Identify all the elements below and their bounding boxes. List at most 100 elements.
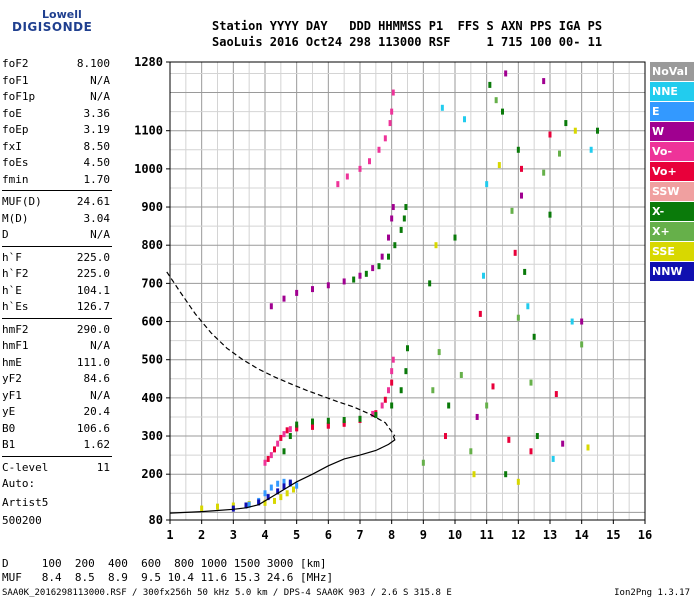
echo-point <box>295 421 299 428</box>
echo-point <box>263 499 267 506</box>
echo-point <box>526 303 530 310</box>
echo-point <box>391 204 395 211</box>
echo-point <box>295 289 299 296</box>
x-tick-label: 10 <box>448 528 462 542</box>
digisonde-logo: Lowell DIGISONDE <box>2 8 112 40</box>
echo-point <box>276 440 280 447</box>
param-row: foEs 4.50 <box>2 155 110 171</box>
legend-item-x: X+ <box>650 222 694 241</box>
y-tick-label: 700 <box>141 276 163 290</box>
echo-point <box>516 314 520 321</box>
param-row: C-level 11 <box>2 460 110 476</box>
echo-point <box>269 484 273 491</box>
echo-point <box>440 104 444 111</box>
param-row: yE 20.4 <box>2 404 110 420</box>
param-value: 84.6 <box>83 372 111 385</box>
param-value: 4.50 <box>83 156 111 169</box>
param-separator <box>2 245 112 247</box>
param-value: 225.0 <box>76 267 110 280</box>
param-row: yF2 84.6 <box>2 371 110 387</box>
echo-point <box>383 135 387 142</box>
echo-point <box>390 368 394 375</box>
echo-point <box>231 505 235 512</box>
param-name: foF1 <box>2 73 29 87</box>
echo-point <box>437 349 441 356</box>
echo-point <box>257 499 261 506</box>
param-row: B0 106.6 <box>2 421 110 437</box>
param-value: 225.0 <box>76 250 110 264</box>
param-separator <box>2 455 112 457</box>
param-name: B0 <box>2 421 16 435</box>
echo-point <box>488 81 492 88</box>
param-row: foEp 3.19 <box>2 122 110 138</box>
echo-point <box>269 452 273 459</box>
y-tick-label: 500 <box>141 353 163 367</box>
echo-point <box>554 391 558 398</box>
echo-point <box>276 480 280 487</box>
y-tick-label: 1100 <box>134 124 163 138</box>
y-tick-label: 80 <box>149 513 163 527</box>
echo-point <box>542 169 546 176</box>
echo-point <box>504 471 508 478</box>
echo-point <box>200 505 204 512</box>
param-row: fmin 1.70 <box>2 172 110 188</box>
legend-item-nne: NNE <box>650 82 694 101</box>
echo-point <box>387 387 390 394</box>
echo-point <box>558 150 561 157</box>
x-tick-label: 14 <box>574 528 588 542</box>
x-tick-label: 1 <box>166 528 173 542</box>
echo-point <box>428 280 432 287</box>
echo-point <box>516 146 520 153</box>
echo-point <box>288 426 292 433</box>
auto-version: 500200 <box>2 514 42 527</box>
echo-point <box>311 423 314 430</box>
echo-point <box>497 162 501 169</box>
param-name: foEs <box>2 156 29 169</box>
echo-point <box>279 434 283 441</box>
echo-point <box>311 286 314 293</box>
echo-point <box>266 494 270 501</box>
param-name: h`Es <box>2 300 29 313</box>
plot-frame <box>169 61 646 521</box>
echo-point <box>266 455 270 462</box>
param-value: 290.0 <box>76 322 110 336</box>
param-name: h`E <box>2 283 22 297</box>
param-row: hmF1 N/A <box>2 338 110 354</box>
param-row: fxI 8.50 <box>2 139 110 155</box>
x-tick-label: 11 <box>479 528 493 542</box>
echo-point <box>374 412 378 419</box>
param-value: 20.4 <box>83 405 111 418</box>
legend-item-noval: NoVal <box>650 62 694 81</box>
param-name: C-level <box>2 460 49 474</box>
y-tick-label: 1000 <box>134 162 163 176</box>
param-name: foE <box>2 106 22 120</box>
echo-point <box>523 268 527 275</box>
param-value: 106.6 <box>76 421 110 435</box>
echo-point <box>459 371 463 378</box>
logo-line2: DIGISONDE <box>12 20 93 34</box>
param-name: h`F2 <box>2 267 29 280</box>
param-name: foF1p <box>2 90 36 103</box>
echo-point <box>542 78 546 85</box>
echo-point <box>358 415 362 422</box>
echo-point <box>342 278 346 285</box>
legend-item-sse: SSE <box>650 242 694 261</box>
muf-value-row: MUF 8.4 8.5 8.9 9.5 10.4 11.6 15.3 24.6 … <box>2 571 334 584</box>
logo-line1: Lowell <box>42 8 82 21</box>
echo-point <box>263 459 267 466</box>
echo-point <box>345 173 349 180</box>
param-separator <box>2 190 112 191</box>
echo-point <box>352 276 356 283</box>
echo-point <box>368 158 371 165</box>
echo-point <box>391 89 395 96</box>
echo-point <box>244 502 248 509</box>
y-tick-label: 600 <box>141 315 163 329</box>
echo-point <box>478 310 482 317</box>
x-tick-label: 5 <box>293 528 300 542</box>
echo-point <box>326 422 330 429</box>
echo-point <box>282 483 286 490</box>
version-label: Ion2Png 1.3.17 <box>614 588 690 598</box>
param-row: foF1 N/A <box>2 73 110 89</box>
param-value: 8.100 <box>76 57 110 70</box>
echo-point <box>377 146 381 153</box>
